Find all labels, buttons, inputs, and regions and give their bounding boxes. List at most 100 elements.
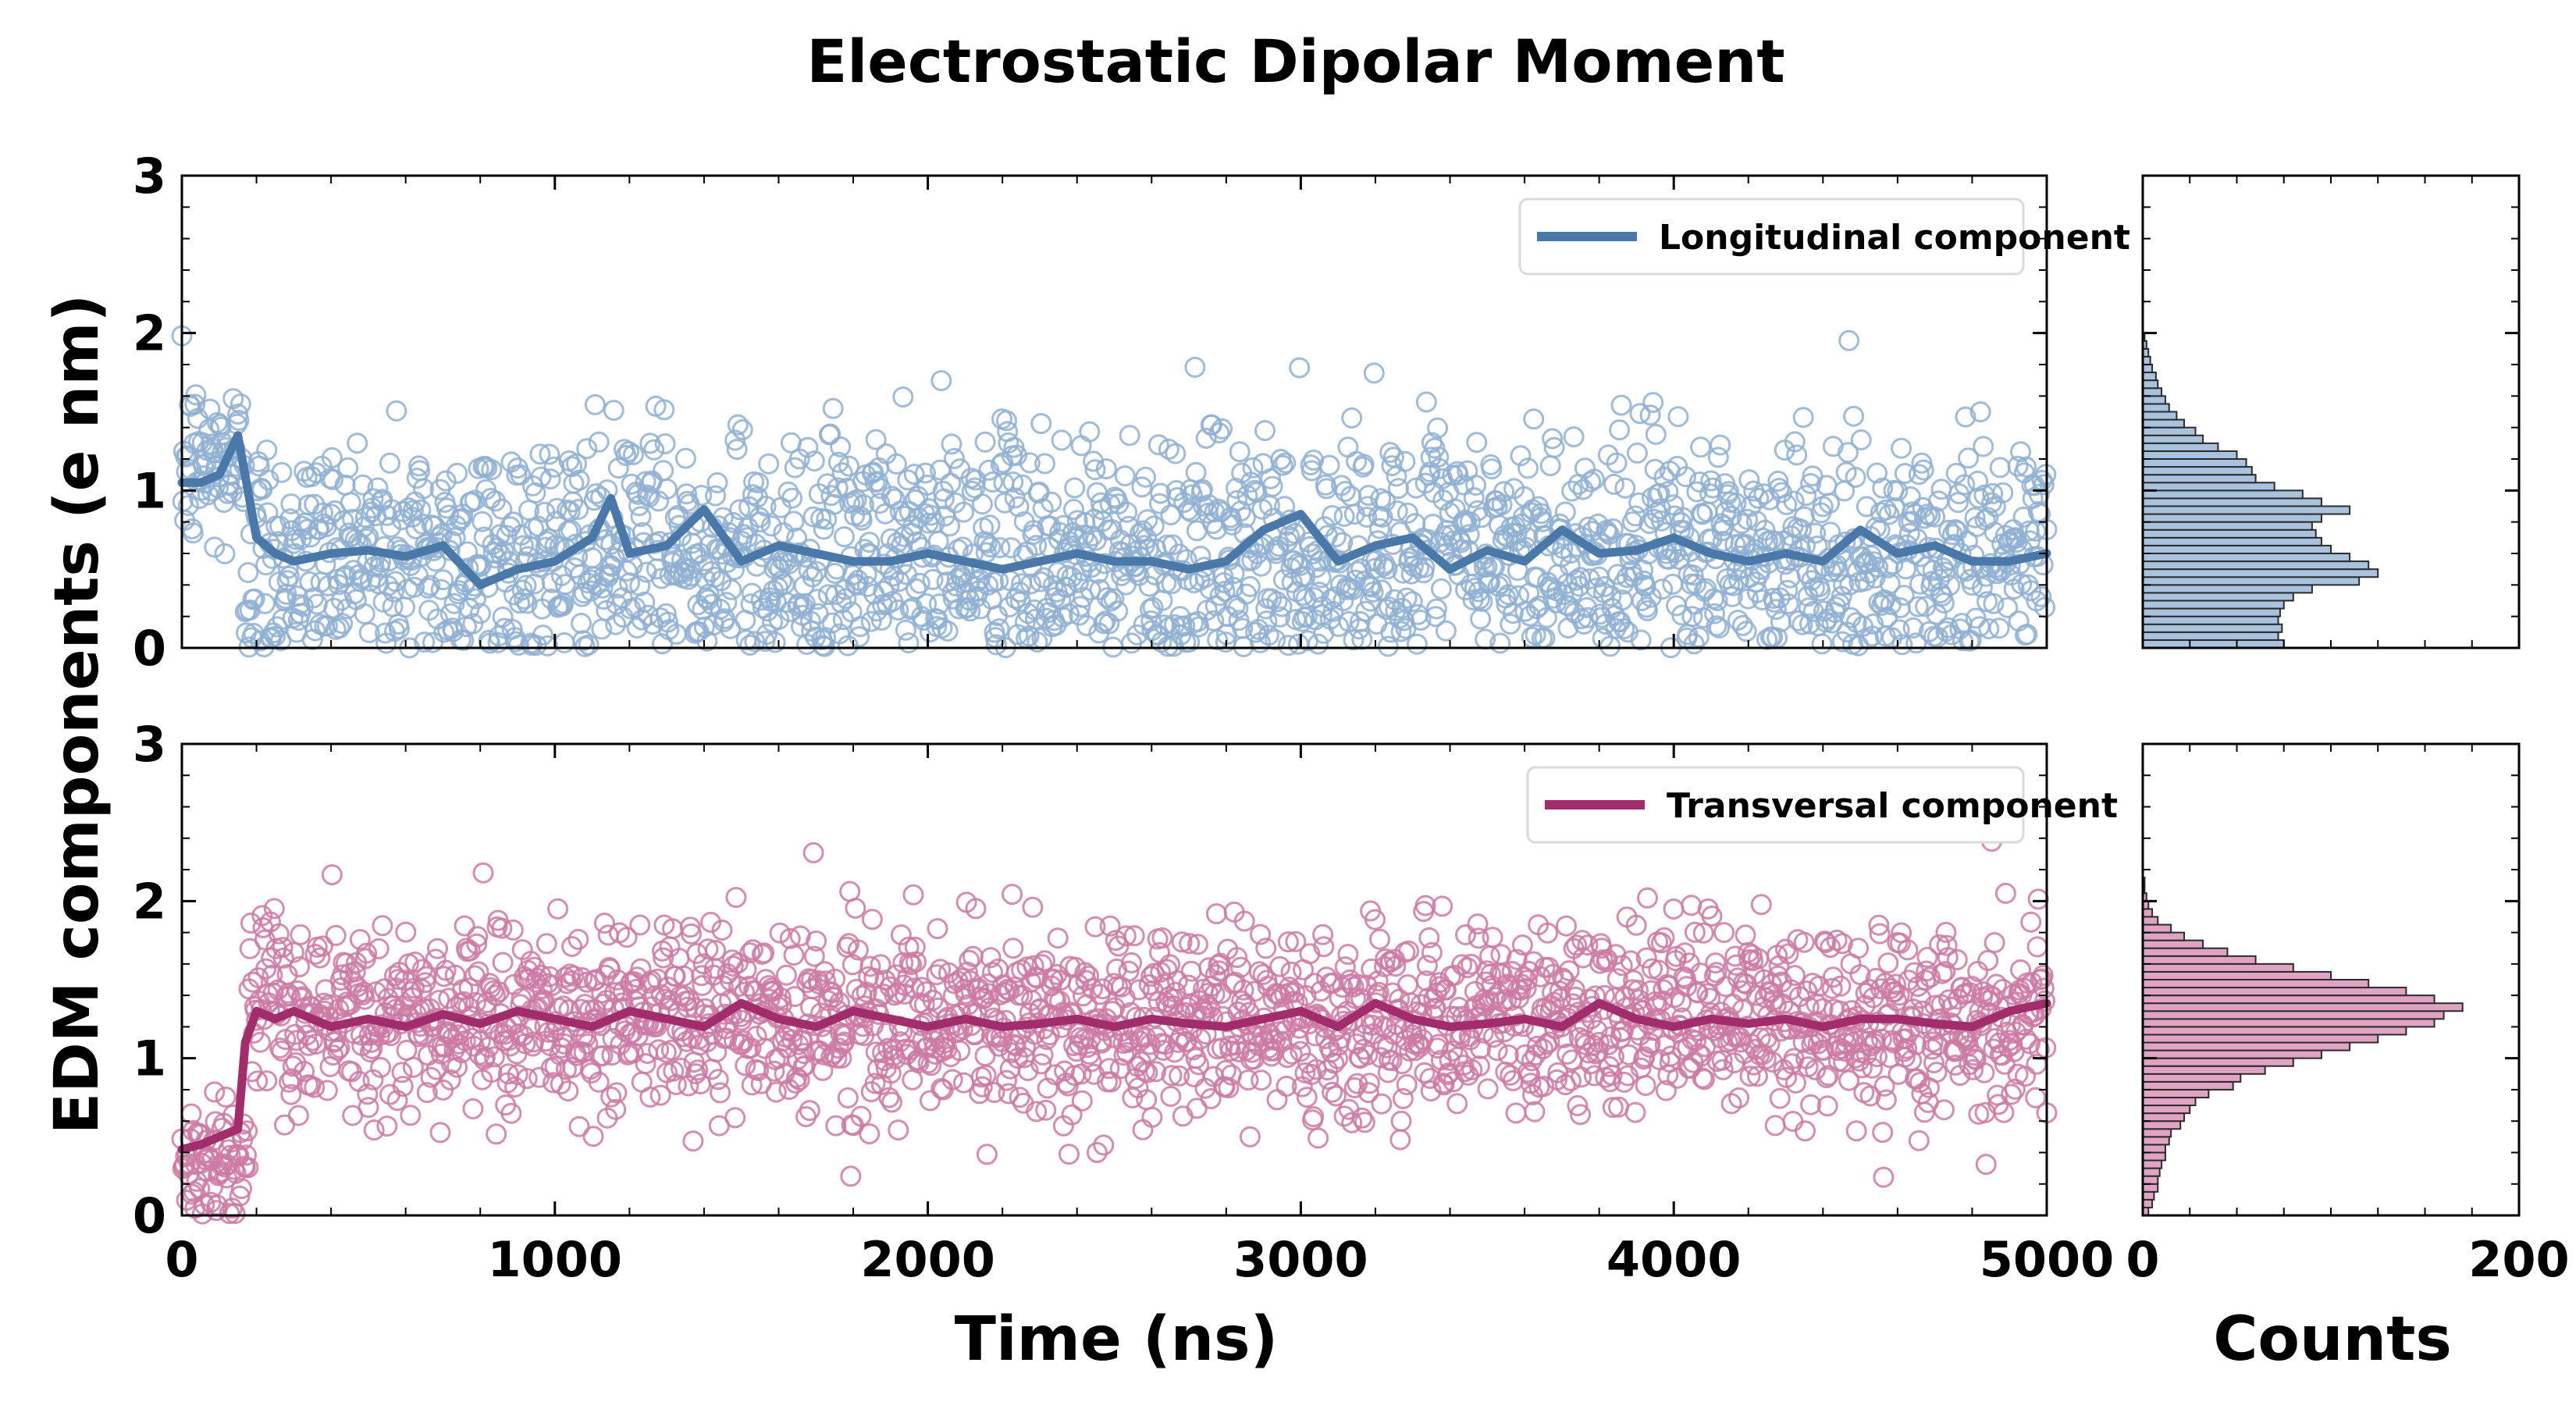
data-point	[229, 393, 251, 415]
data-point	[1414, 895, 1436, 916]
data-point	[510, 464, 532, 486]
data-point	[783, 945, 805, 966]
data-point	[1535, 607, 1557, 628]
data-point	[1872, 1122, 1894, 1144]
hist-bar	[2142, 631, 2279, 641]
data-point	[984, 1082, 1005, 1103]
data-point	[1234, 507, 1256, 528]
hist-bar	[2142, 1198, 2154, 1208]
hist-bar	[2142, 1175, 2159, 1185]
data-point	[1655, 1080, 1677, 1101]
hist-bar	[2142, 916, 2159, 926]
data-point	[865, 429, 887, 450]
data-point	[903, 464, 925, 486]
data-point	[1041, 491, 1062, 513]
data-point	[1736, 508, 1758, 530]
data-point	[382, 581, 404, 603]
data-point	[1242, 457, 1264, 479]
data-point	[443, 592, 465, 614]
data-point	[358, 1097, 379, 1119]
data-point	[1275, 452, 1297, 474]
data-point	[595, 528, 617, 550]
data-point	[760, 515, 782, 537]
data-point	[1862, 1057, 1883, 1079]
data-point	[1707, 447, 1729, 468]
data-point	[1845, 1120, 1867, 1142]
data-point	[1864, 567, 1886, 589]
hist-bar	[2142, 923, 2172, 934]
hist-bar	[2142, 979, 2370, 989]
data-point	[1448, 997, 1470, 1018]
data-point	[2025, 1087, 2047, 1108]
data-point	[464, 489, 486, 511]
data-point	[1934, 961, 1956, 983]
data-point	[1107, 600, 1129, 622]
data-point	[1389, 1129, 1411, 1151]
data-point	[1455, 924, 1476, 945]
legend-box	[1526, 766, 2025, 844]
data-point	[1992, 482, 2014, 503]
data-point	[920, 1090, 941, 1112]
data-point	[1468, 1055, 1490, 1077]
data-point	[372, 915, 393, 937]
data-point	[768, 608, 790, 630]
data-point	[724, 429, 746, 451]
data-point	[1328, 616, 1350, 638]
data-point	[1783, 490, 1805, 512]
hist-bar	[2142, 1190, 2155, 1201]
data-point	[1396, 1074, 1418, 1095]
data-point	[870, 478, 891, 500]
data-point	[728, 976, 749, 998]
data-point	[531, 978, 553, 1000]
data-point	[468, 556, 490, 578]
data-point	[639, 1086, 661, 1108]
data-point	[1600, 1026, 1622, 1048]
data-point	[1310, 567, 1332, 589]
data-point	[1674, 942, 1695, 964]
x-tick-label: 3000	[1233, 1231, 1368, 1288]
data-point	[1482, 927, 1503, 948]
data-point	[949, 1040, 971, 1062]
data-point	[1539, 1031, 1560, 1053]
data-point	[916, 592, 938, 614]
plot-frame	[180, 174, 2048, 649]
data-point	[1681, 895, 1703, 916]
data-point	[992, 974, 1014, 996]
data-point	[845, 978, 867, 1000]
data-point	[1073, 586, 1094, 608]
data-point	[1816, 1067, 1838, 1089]
data-point	[1735, 924, 1756, 946]
data-point	[419, 575, 441, 596]
data-point	[653, 399, 675, 421]
data-point	[813, 518, 834, 540]
data-point	[1684, 921, 1706, 943]
x-tick-label: 4000	[1606, 1231, 1742, 1288]
data-point	[1312, 923, 1334, 945]
data-point	[1763, 989, 1784, 1011]
data-point	[312, 502, 333, 524]
data-point	[860, 610, 882, 632]
data-point	[707, 1069, 729, 1091]
data-point	[1583, 468, 1605, 490]
data-point	[1769, 1087, 1791, 1109]
data-point	[1777, 593, 1799, 614]
data-point	[571, 967, 593, 988]
data-point	[1816, 1095, 1838, 1117]
data-point	[1887, 480, 1909, 502]
data-point	[1676, 976, 1698, 998]
data-point	[1289, 357, 1311, 379]
data-point	[1183, 1039, 1204, 1061]
hist-bar	[2142, 576, 2361, 586]
longitudinal-series-line	[177, 431, 2051, 589]
data-point	[1218, 1077, 1240, 1099]
data-point	[1376, 558, 1398, 580]
data-point	[1459, 511, 1481, 533]
data-point	[576, 971, 598, 993]
data-point	[1896, 1037, 1918, 1059]
data-point	[1239, 575, 1261, 597]
data-point	[1079, 421, 1101, 443]
hist-x-axis-label: Counts	[2213, 1304, 2452, 1375]
data-point	[1867, 557, 1889, 578]
data-point	[831, 462, 853, 484]
data-point	[962, 945, 984, 967]
